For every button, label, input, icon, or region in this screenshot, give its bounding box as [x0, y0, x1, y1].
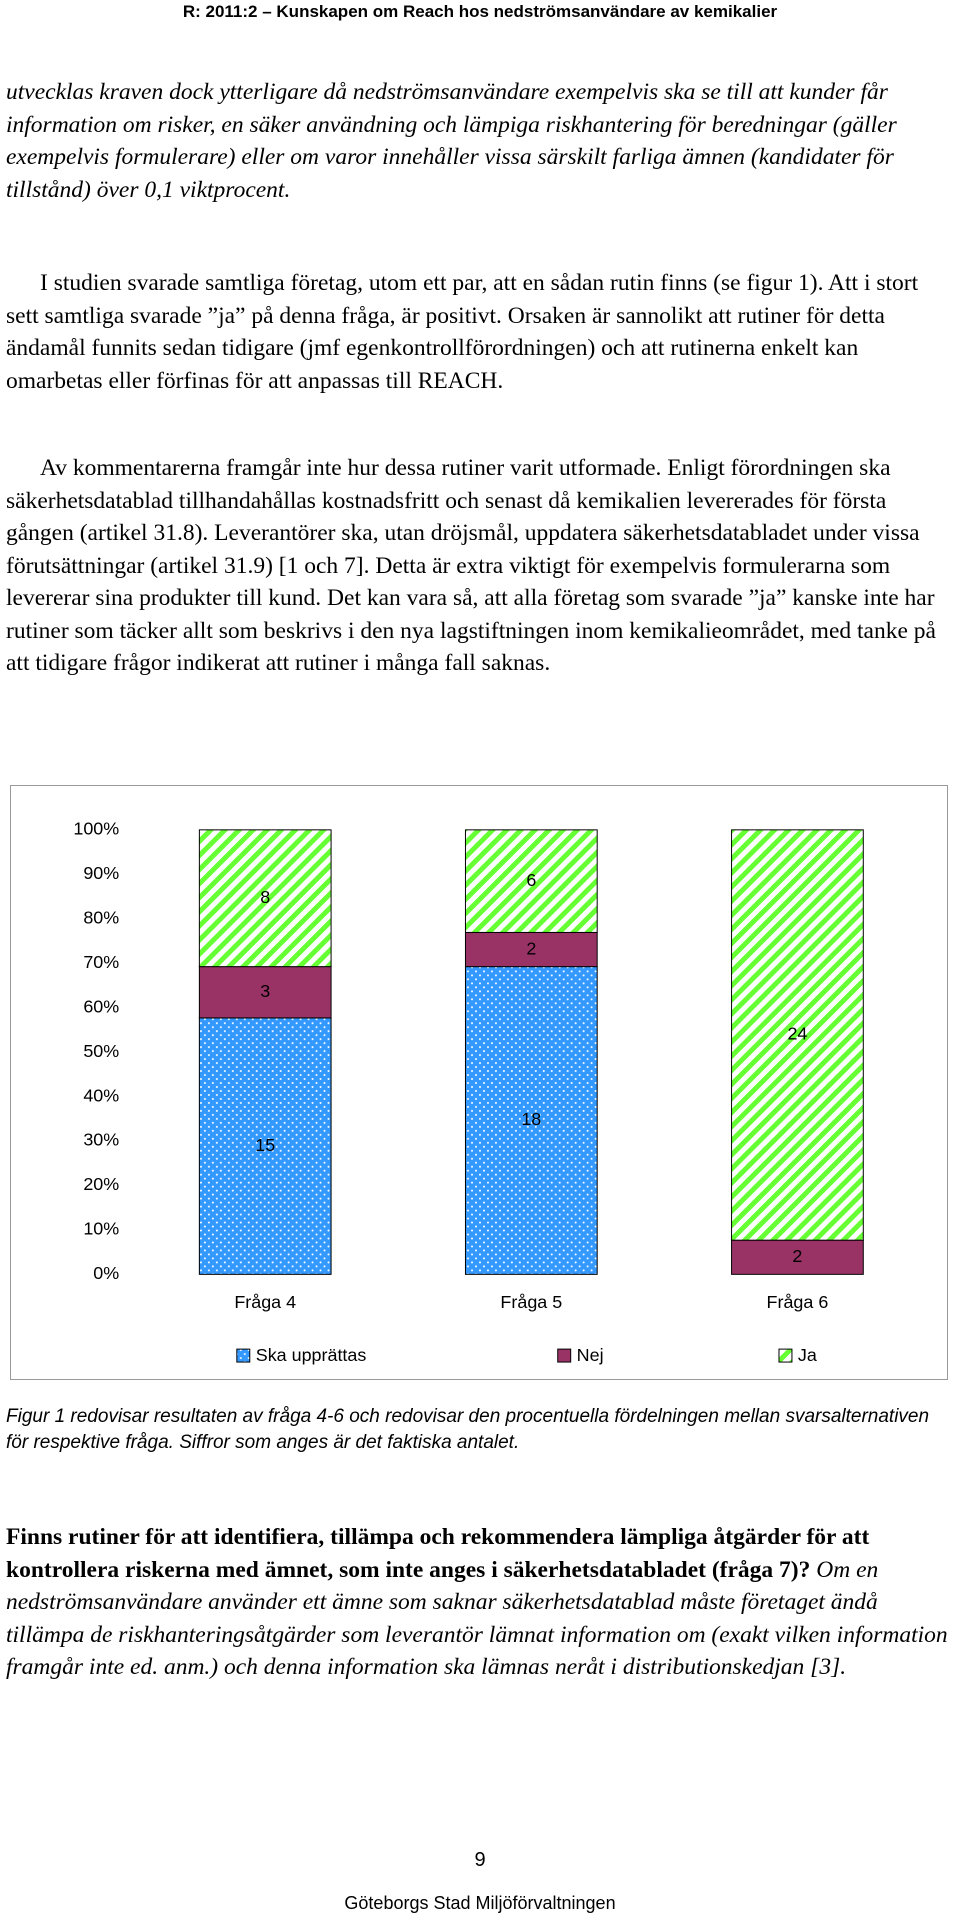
y-tick-label: 80% [83, 907, 119, 927]
bar-segment [464, 966, 598, 1275]
bar-segment [731, 829, 864, 1241]
y-tick-label: 50% [83, 1041, 119, 1061]
figure-caption: Figur 1 redovisar resultaten av fråga 4-… [6, 1406, 930, 1453]
data-label: 2 [526, 938, 536, 958]
data-label: 8 [260, 887, 270, 907]
data-label: 2 [792, 1246, 802, 1266]
chart: 0% 10% 20% 30% 40% 50% 60% 70% 80% 90% 100% 15 3 8 Frå… [10, 785, 948, 1380]
y-tick-label: 100% [73, 819, 119, 839]
paragraph: I studien svarade samtliga företag, utom… [6, 270, 919, 394]
data-label: 6 [526, 870, 536, 890]
paragraph: Finns rutiner för att identifiera, tillä… [6, 1521, 956, 1684]
data-label: 18 [521, 1109, 541, 1129]
paragraph: Av kommentarerna framgår inte hur dessa … [6, 455, 936, 676]
question-text: Om en nedströmsanvändare använder ett äm… [6, 1556, 948, 1681]
y-tick-label: 20% [83, 1174, 119, 1194]
legend-swatch [557, 1348, 572, 1363]
bar-segment [198, 829, 332, 968]
data-label: 15 [255, 1135, 275, 1155]
bar-segment [198, 966, 332, 1019]
data-label: 3 [260, 981, 270, 1001]
bar-segment [464, 829, 598, 933]
x-tick-label: Fråga 5 [500, 1292, 562, 1312]
bar-segment [198, 1017, 332, 1275]
y-tick-label: 10% [83, 1219, 119, 1239]
x-tick-label: Fråga 4 [234, 1292, 296, 1312]
y-tick-label: 90% [83, 863, 119, 883]
footer: Göteborgs Stad Miljöförvaltningen [344, 1893, 616, 1913]
y-tick-label: 30% [83, 1130, 119, 1150]
y-tick-label: 70% [83, 952, 119, 972]
x-tick-label: Fråga 6 [767, 1292, 829, 1312]
bar-segment [731, 1239, 864, 1275]
legend-swatch [778, 1348, 793, 1363]
legend-label: Ska upprättas [256, 1345, 367, 1365]
page-number: 9 [474, 1849, 486, 1871]
bar-segment [464, 931, 598, 968]
running-header: R: 2011:2 – Kunskapen om Reach hos nedst… [182, 2, 778, 21]
legend-swatch [236, 1348, 251, 1363]
paragraph: utvecklas kraven dock ytterligare då ned… [6, 79, 897, 203]
question-heading: Finns rutiner för att identifiera, tillä… [6, 1524, 870, 1583]
legend-label: Nej [577, 1345, 604, 1365]
y-tick-label: 40% [83, 1085, 119, 1105]
legend-label: Ja [798, 1345, 817, 1365]
y-tick-label: 0% [93, 1263, 119, 1283]
data-label: 24 [787, 1024, 807, 1044]
y-tick-label: 60% [83, 996, 119, 1016]
